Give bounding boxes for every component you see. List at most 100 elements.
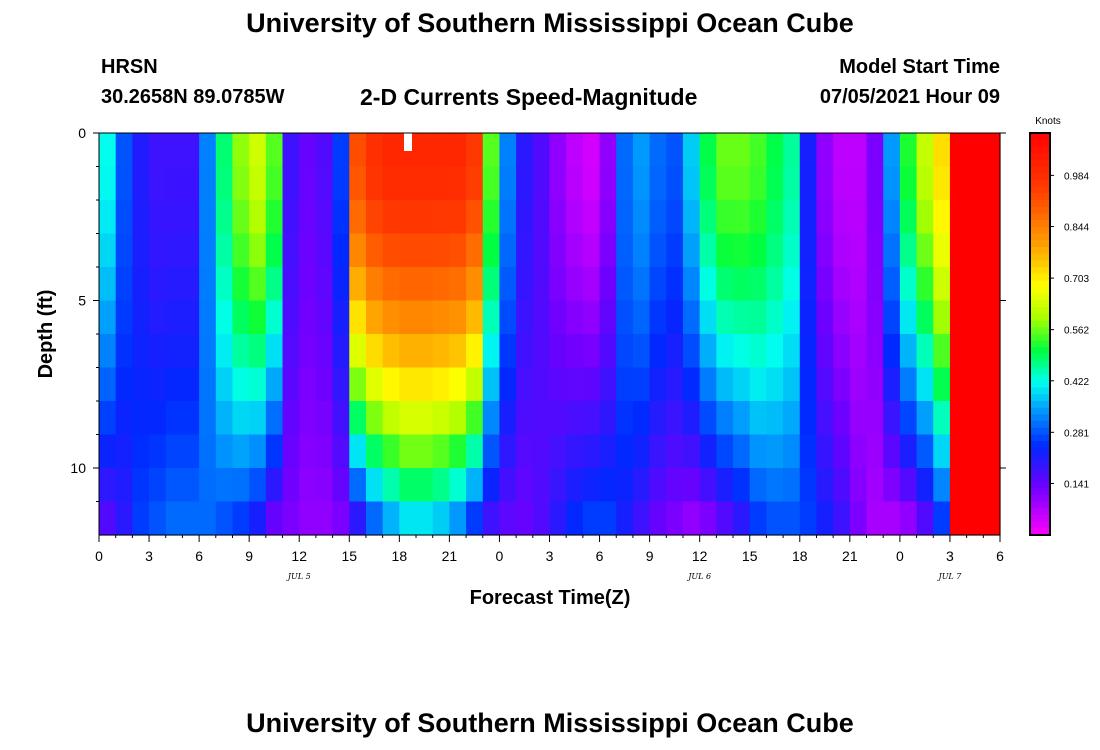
heatmap-cell bbox=[365, 300, 384, 335]
heatmap-cell bbox=[215, 133, 234, 168]
heatmap-cell bbox=[365, 501, 384, 536]
chart-subtitle: 2-D Currents Speed-Magnitude bbox=[360, 84, 698, 110]
heatmap-cell bbox=[566, 501, 584, 536]
heatmap-cell bbox=[416, 133, 434, 168]
heatmap-cell bbox=[783, 334, 801, 369]
colorbar-swatch bbox=[1030, 253, 1050, 261]
model-start-value: 07/05/2021 Hour 09 bbox=[819, 86, 1000, 108]
heatmap-cell bbox=[199, 367, 217, 402]
heatmap-cell bbox=[466, 267, 484, 302]
heatmap-cell bbox=[516, 367, 534, 402]
heatmap-cell bbox=[883, 267, 901, 302]
heatmap-cell bbox=[215, 166, 234, 201]
heatmap-cell bbox=[332, 133, 350, 168]
heatmap-cell bbox=[549, 233, 567, 268]
colorbar-swatch bbox=[1030, 421, 1050, 429]
heatmap-cell bbox=[849, 166, 868, 201]
heatmap-cell bbox=[949, 166, 968, 201]
heatmap-cell bbox=[399, 166, 417, 201]
heatmap-cell bbox=[516, 434, 534, 469]
heatmap-cell bbox=[833, 133, 851, 168]
heatmap-cell bbox=[783, 367, 801, 402]
colorbar-swatch bbox=[1030, 226, 1050, 235]
heatmap-cell bbox=[549, 267, 567, 302]
heatmap-cell bbox=[115, 200, 133, 235]
heatmap-cell bbox=[399, 267, 417, 302]
colorbar-swatch bbox=[1030, 434, 1050, 442]
heatmap-cell bbox=[666, 468, 684, 503]
colorbar-swatch bbox=[1030, 260, 1050, 268]
heatmap-cell bbox=[532, 300, 551, 335]
heatmap-cell bbox=[382, 468, 400, 503]
x-tick-label: 15 bbox=[742, 548, 758, 564]
colorbar-swatch bbox=[1030, 488, 1050, 496]
heatmap-cell bbox=[499, 166, 517, 201]
heatmap-cell bbox=[132, 300, 150, 335]
heatmap-cell bbox=[799, 300, 818, 335]
heatmap-cell bbox=[616, 334, 634, 369]
surface-marker bbox=[404, 133, 412, 151]
heatmap-cell bbox=[466, 401, 484, 436]
heatmap-cell bbox=[299, 501, 317, 536]
colorbar-swatch bbox=[1030, 521, 1050, 529]
heatmap-cell bbox=[99, 267, 117, 302]
heatmap-cell bbox=[899, 133, 918, 168]
heatmap-cell bbox=[215, 200, 234, 235]
heatmap-cell bbox=[966, 401, 984, 436]
heatmap-cell bbox=[616, 468, 634, 503]
heatmap-cell bbox=[365, 133, 384, 168]
heatmap-cell bbox=[933, 434, 951, 469]
heatmap-cell bbox=[849, 300, 868, 335]
heatmap-cell bbox=[716, 233, 734, 268]
heatmap-cell bbox=[115, 367, 133, 402]
heatmap-cell bbox=[849, 401, 868, 436]
heatmap-cell bbox=[449, 501, 467, 536]
heatmap-cell bbox=[966, 367, 984, 402]
heatmap-cell bbox=[315, 468, 334, 503]
heatmap-cell bbox=[816, 434, 834, 469]
heatmap-cell bbox=[566, 468, 584, 503]
heatmap-cell bbox=[199, 267, 217, 302]
heatmap-cell bbox=[215, 468, 234, 503]
heatmap-cell bbox=[332, 200, 350, 235]
heatmap-cell bbox=[883, 501, 901, 536]
heatmap-cell bbox=[499, 367, 517, 402]
heatmap-cell bbox=[132, 468, 150, 503]
heatmap-cell bbox=[733, 434, 751, 469]
heatmap-cell bbox=[649, 434, 667, 469]
heatmap-cell bbox=[349, 334, 367, 369]
heatmap-cell bbox=[849, 200, 868, 235]
heatmap-cell bbox=[883, 233, 901, 268]
x-tick-label: 21 bbox=[842, 548, 858, 564]
heatmap-cell bbox=[649, 300, 667, 335]
heatmap-cell bbox=[783, 133, 801, 168]
colorbar-swatch bbox=[1030, 514, 1050, 523]
heatmap-cell bbox=[99, 401, 117, 436]
heatmap-cell bbox=[349, 367, 367, 402]
heatmap-cell bbox=[165, 468, 200, 503]
heatmap-cell bbox=[432, 267, 450, 302]
heatmap-cell bbox=[983, 334, 1001, 369]
heatmap-cell bbox=[532, 401, 551, 436]
heatmap-cell bbox=[899, 233, 918, 268]
heatmap-cell bbox=[833, 300, 851, 335]
heatmap-cell bbox=[315, 334, 334, 369]
heatmap-cell bbox=[866, 434, 884, 469]
heatmap-cell bbox=[149, 200, 167, 235]
heatmap-cell bbox=[315, 267, 334, 302]
x-tick-label: 18 bbox=[792, 548, 808, 564]
heatmap-cell bbox=[866, 166, 884, 201]
heatmap-cell bbox=[816, 334, 834, 369]
heatmap-cell bbox=[99, 133, 117, 168]
heatmap-cell bbox=[866, 267, 884, 302]
heatmap-cell bbox=[349, 468, 367, 503]
heatmap-cell bbox=[382, 334, 400, 369]
heatmap-cell bbox=[215, 300, 234, 335]
heatmap-cell bbox=[616, 434, 634, 469]
heatmap-cell bbox=[866, 334, 884, 369]
heatmap-cell bbox=[516, 166, 534, 201]
heatmap-cell bbox=[582, 434, 601, 469]
colorbar-swatch bbox=[1030, 481, 1050, 489]
heatmap-cell bbox=[816, 133, 834, 168]
colorbar-swatch bbox=[1030, 374, 1050, 382]
